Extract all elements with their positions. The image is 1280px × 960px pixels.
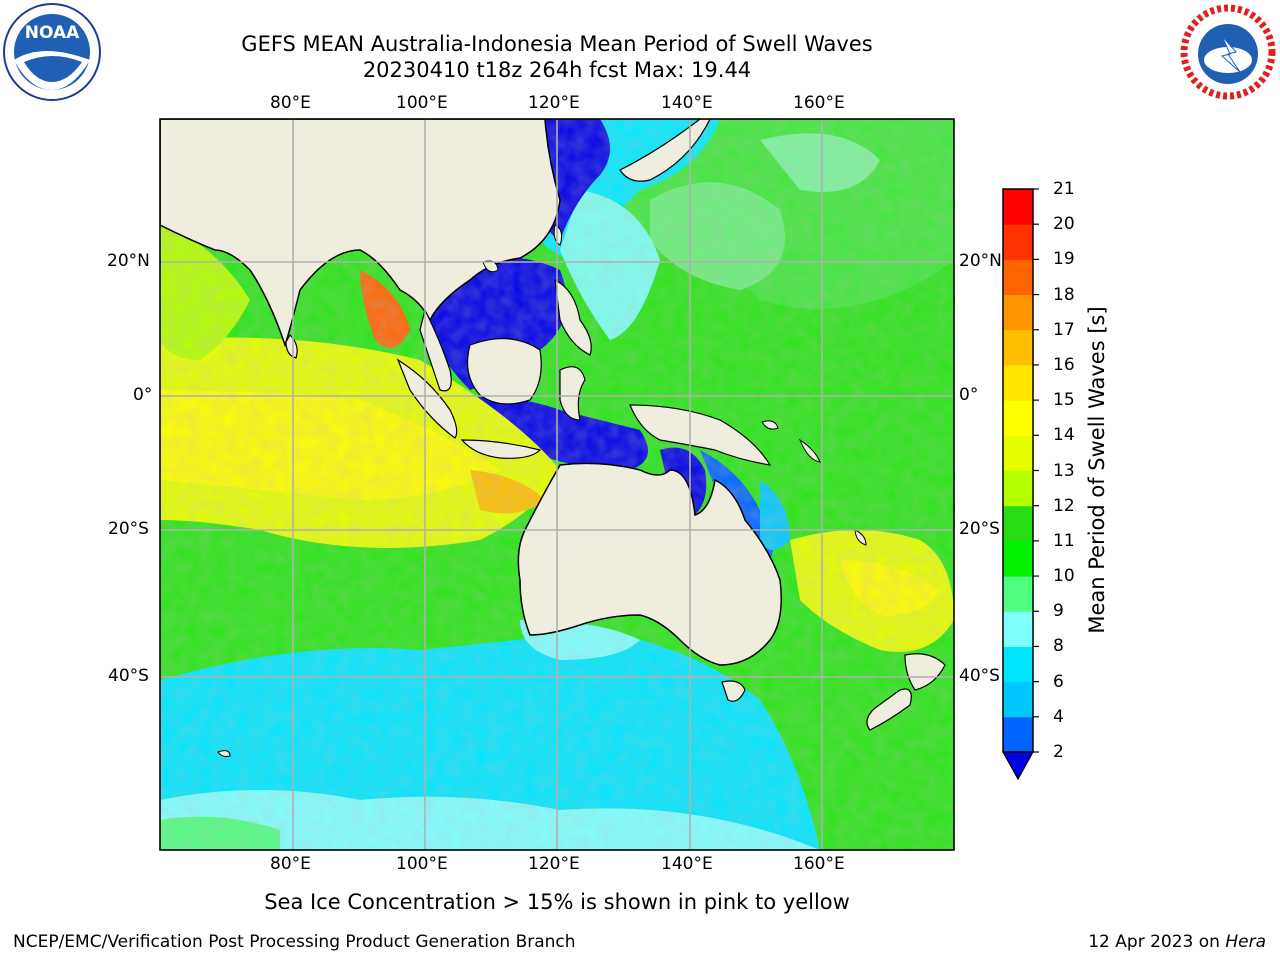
colorbar-tick-label: 12 [1053,495,1075,516]
colorbar-tick-label: 6 [1053,671,1064,692]
colorbar-swatch [1003,294,1033,331]
lon-label-top-140e: 140°E [661,93,713,113]
colorbar-tick-label: 14 [1053,425,1075,446]
colorbar-tick-label: 13 [1053,460,1075,481]
colorbar-tick-label: 8 [1053,636,1064,657]
lat-label-left-20s: 20°S [108,519,149,539]
lon-label-bottom-160e: 160°E [793,854,845,874]
colorbar-swatch [1003,400,1033,436]
colorbar-swatch [1003,224,1033,260]
colorbar-tick-label: 2 [1053,742,1064,762]
map-subtitle: 20230410 t18z 264h fcst Max: 19.44 [362,58,752,82]
colorbar-swatch [1003,505,1033,542]
land-australia [517,462,782,666]
lat-label-right-20s: 20°S [959,519,1000,539]
colorbar-swatch [1003,329,1033,366]
lon-label-top-160e: 160°E [793,93,845,113]
lat-label-right-0: 0° [959,385,979,405]
colorbar-extend-triangle [1001,751,1035,781]
colorbar-tick-label: 10 [1053,566,1075,587]
nws-logo-icon [1178,2,1278,102]
map-frame [159,118,955,851]
noaa-logo-icon: NOAA [2,2,102,102]
colorbar [1001,188,1039,781]
colorbar-swatch [1003,435,1033,471]
land-asia [160,119,561,348]
colorbar-tick-label: 11 [1053,530,1075,551]
lat-label-left-20n: 20°N [107,251,150,271]
colorbar-title: Mean Period of Swell Waves [s] [1085,306,1109,634]
colorbar-swatch [1003,259,1033,296]
colorbar-swatch [1003,189,1033,225]
lon-label-bottom-80e: 80°E [270,854,311,874]
lon-label-bottom-120e: 120°E [528,854,580,874]
colorbar-swatch [1003,681,1033,718]
lon-label-top-80e: 80°E [270,93,311,113]
map-title: GEFS MEAN Australia-Indonesia Mean Perio… [241,32,873,56]
colorbar-swatch [1003,470,1033,507]
colorbar-swatch [1003,646,1033,683]
colorbar-swatch [1003,540,1033,577]
sea-ice-note: Sea Ice Concentration > 15% is shown in … [264,890,850,914]
lon-label-bottom-140e: 140°E [661,854,713,874]
lat-label-right-20n: 20°N [959,251,1002,271]
colorbar-swatch [1003,716,1033,753]
lon-label-bottom-100e: 100°E [396,854,448,874]
footer-date-text: 12 Apr 2023 on [1088,932,1220,952]
colorbar-tick-label: 17 [1053,319,1075,340]
lon-label-top-120e: 120°E [528,93,580,113]
colorbar-tick-label: 21 [1053,179,1075,199]
lat-label-left-40s: 40°S [108,666,149,686]
colorbar-tick-label: 15 [1053,390,1075,411]
footer-organization: NCEP/EMC/Verification Post Processing Pr… [13,932,576,952]
colorbar-swatch [1003,364,1033,401]
colorbar-tick-label: 9 [1053,601,1064,622]
lat-label-left-0: 0° [133,385,153,405]
colorbar-tick-label: 16 [1053,354,1075,375]
colorbar-swatch [1003,576,1033,612]
noaa-logo-text: NOAA [25,23,80,43]
colorbar-tick-label: 20 [1053,214,1075,235]
colorbar-tick-label: 18 [1053,284,1075,305]
colorbar-tick-label: 19 [1053,249,1075,270]
colorbar-tick-label: 4 [1053,706,1064,727]
footer-date: 12 Apr 2023 on Hera [1088,932,1266,952]
colorbar-swatch [1003,611,1033,647]
graticule [160,119,954,850]
footer-host: Hera [1225,932,1266,952]
lat-label-right-40s: 40°S [959,666,1000,686]
lon-label-top-100e: 100°E [396,93,448,113]
